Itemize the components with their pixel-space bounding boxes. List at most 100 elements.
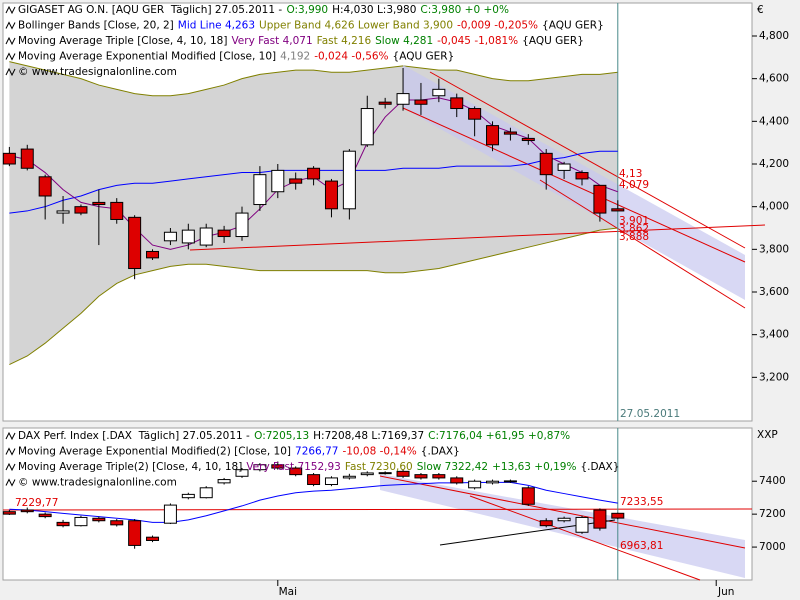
bottom-panel [2, 427, 753, 581]
band-line [9, 61, 618, 97]
candle-body [181, 493, 195, 499]
candle-body [289, 467, 303, 476]
legend-segment: Very Fast 4,071 [231, 35, 312, 47]
candle-body [128, 520, 142, 546]
candle-body [253, 174, 267, 206]
candle-body [307, 474, 321, 486]
indicator-icon [5, 67, 16, 77]
legend-segment: Upper Band 4,626 Lower Band 3,900 [259, 20, 453, 32]
candle-body [450, 97, 464, 110]
candle-body [324, 477, 338, 486]
currency-label: € [757, 4, 764, 16]
legend-segment: © www.tradesignalonline.com [18, 66, 177, 78]
trend-line [429, 71, 746, 249]
candle-body [128, 216, 142, 270]
candle-body [92, 517, 106, 522]
candle-body [360, 472, 374, 476]
date-label: 27.05.2011 [620, 408, 680, 420]
legend-segment: {AQU GER} [393, 51, 455, 63]
legend-segment: {.DAX} [580, 461, 619, 473]
candle-body [503, 480, 517, 483]
candle-body [289, 178, 303, 184]
legend-segment: GIGASET AG O.N. [AQU GER Täglich] 27.05.… [18, 4, 282, 16]
candle-body [199, 487, 213, 499]
candle-body [378, 101, 392, 105]
legend-segment: Moving Average Exponential Modified(2) [… [18, 446, 291, 458]
candle-body [342, 150, 356, 210]
candle-body [38, 176, 52, 197]
candle-body [271, 169, 285, 193]
legend-segment: C:7176,04 +61,95 +0,87% [428, 430, 570, 442]
legend-line: Moving Average Triple [Close, 4, 10, 18]… [18, 35, 584, 47]
candle-body [414, 99, 428, 105]
y-tick-label: 4,600 [759, 73, 789, 85]
candle-body [38, 513, 52, 518]
y-tick-label: 4,000 [759, 201, 789, 213]
candle-body [432, 474, 446, 479]
legend-segment: H:7208,48 L:7169,37 [313, 430, 424, 442]
candle-body [539, 152, 553, 176]
candle-body [307, 167, 321, 180]
candle-body [74, 206, 88, 214]
candle-body [468, 108, 482, 120]
candle-body [486, 480, 500, 484]
indicator-icon [5, 478, 16, 487]
indicator-icon [5, 36, 16, 46]
candle-body [110, 520, 124, 526]
trend-line [2, 508, 753, 511]
price-annotation: 4,13 [619, 168, 642, 180]
candle-body [235, 469, 249, 477]
price-annotation: 3,862 [619, 223, 649, 235]
candle-body [414, 474, 428, 479]
band-line [9, 227, 618, 365]
legend-segment: DAX Perf. Index [.DAX Täglich] 27.05.201… [18, 430, 250, 442]
candle-body [468, 480, 482, 489]
legend-segment: Slow 4,281 [375, 35, 433, 47]
candle-body [324, 180, 338, 210]
candle-body [611, 208, 625, 212]
candle-body [593, 184, 607, 214]
legend-line: DAX Perf. Index [.DAX Täglich] 27.05.201… [18, 430, 570, 442]
candle-body [110, 201, 124, 220]
legend-segment: -0,024 -0,56% [314, 51, 388, 63]
y-tick-label: 4,400 [759, 115, 789, 127]
candle-body [575, 516, 589, 533]
legend-segment: Fast 4,216 [317, 35, 372, 47]
legend-segment: O:7205,13 [254, 430, 309, 442]
legend-line: © www.tradesignalonline.com [18, 66, 177, 78]
candle-body [92, 201, 106, 206]
legend-segment: Slow 7322,42 [417, 461, 488, 473]
price-annotation: 7229,77 [15, 497, 58, 509]
indicator-icon [5, 431, 16, 441]
candle-body [575, 172, 589, 180]
price-annotation: 4,079 [619, 179, 649, 191]
candle-body [146, 536, 160, 541]
price-annotation: 3,901 [619, 215, 649, 227]
price-annotation: 3,888 [619, 231, 649, 243]
candle-body [539, 520, 553, 527]
indicator-icon [5, 5, 16, 15]
candle-body [146, 250, 160, 259]
trend-channel [403, 65, 745, 300]
y-tick-label: 4,200 [759, 158, 789, 170]
candle-body [2, 152, 16, 165]
candle-body [199, 227, 213, 246]
legend-segment: © www.tradesignalonline.com [18, 477, 177, 489]
candle-body [342, 475, 356, 479]
trend-line [189, 224, 766, 251]
candle-body [217, 229, 231, 238]
price-annotation: 6963,81 [620, 540, 663, 552]
trend-line [469, 495, 701, 581]
candle-body [396, 93, 410, 105]
currency-label: XXP [757, 429, 778, 441]
legend-segment: Moving Average Triple(2) [Close, 4, 10, … [18, 461, 242, 473]
candle-body [271, 464, 285, 469]
candle-body [20, 509, 34, 513]
price-annotation: 7233,55 [620, 496, 663, 508]
candle-body [378, 472, 392, 475]
trend-channel [380, 474, 745, 578]
trend-line [402, 107, 746, 263]
legend-line: Bollinger Bands [Close, 20, 2] Mid Line 4… [18, 20, 604, 32]
legend-segment: {AQU GER} [542, 20, 604, 32]
